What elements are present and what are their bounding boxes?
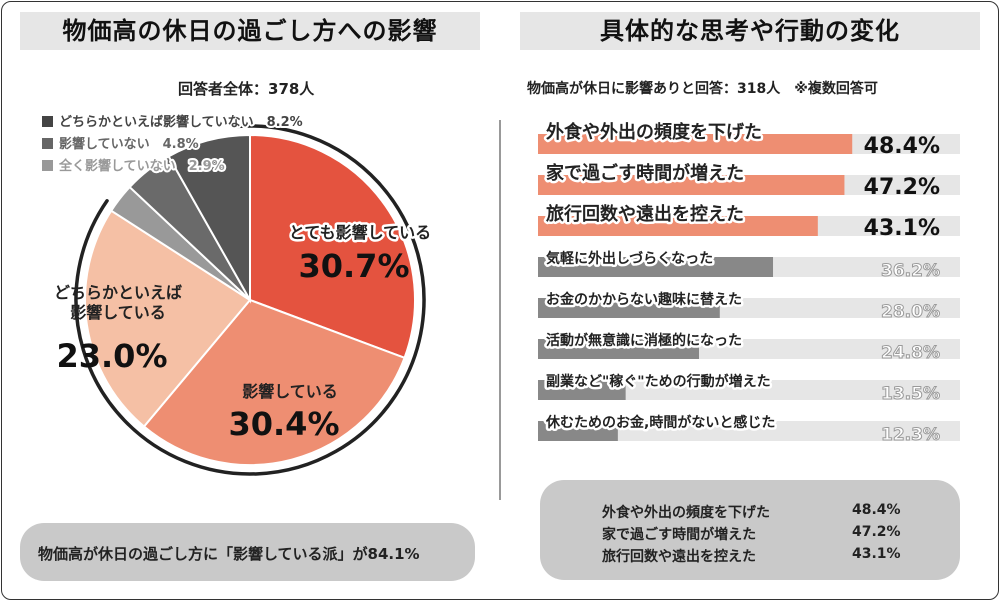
bar-label-halo: 休むためのお金,時間がないと感じた	[545, 414, 775, 431]
bar	[538, 216, 818, 236]
bar-value: 43.1%	[864, 216, 940, 241]
bar	[538, 134, 853, 154]
pie-slice-label: どちらかといえば	[54, 283, 182, 302]
bar	[538, 257, 774, 277]
legend-label-halo: どちらかといえば影響していない 8.2%	[59, 114, 303, 130]
pie-slice-label-halo: とても影響している	[289, 223, 431, 242]
bar-track	[538, 380, 960, 400]
bar	[538, 339, 700, 359]
left-summary-text: 物価高が休日の過ごし方に「影響している派」が84.1%	[38, 545, 420, 563]
bar-chart: 外食や外出の頻度を下げた外食や外出の頻度を下げた48.4%家で過ごす時間が増えた…	[538, 119, 960, 446]
right-panel-subtitle: 物価高が休日に影響ありと回答：318人 ※複数回答可	[527, 81, 878, 97]
bar-track	[538, 421, 960, 441]
pie-slice-label: 影響している	[242, 382, 338, 401]
bar-label-halo: 気軽に外出しづらくなった	[546, 250, 713, 267]
bar-label: 活動が無意識に消極的になった	[546, 332, 742, 349]
legend-swatch	[42, 160, 53, 171]
pie-slice-label: 影響している	[70, 303, 166, 322]
summary-row-label: 家で過ごす時間が増えた	[602, 527, 757, 543]
bar-value: 47.2%	[864, 175, 940, 200]
summary-row-value: 48.4%	[852, 502, 901, 518]
left-panel-subtitle: 回答者全体：378人	[178, 80, 315, 98]
bar-label-halo: 副業など"稼ぐ"ための行動が増えた	[546, 373, 771, 390]
bar-label: 外食や外出の頻度を下げた	[546, 121, 762, 143]
pie-slice	[142, 298, 406, 466]
bar-value: 24.8%	[881, 343, 940, 363]
pie-slice	[249, 133, 416, 360]
legend-swatch	[42, 138, 53, 149]
bar-value: 28.0%	[881, 302, 940, 322]
bar-label: 旅行回数や遠出を控えた	[546, 203, 744, 225]
bar-label-halo: 活動が無意識に消極的になった	[546, 332, 742, 349]
pie-slice-value: 23.0%	[56, 337, 167, 375]
bar-label-halo: お金のかからない趣味に替えた	[546, 291, 742, 308]
summary-row-label: 旅行回数や遠出を控えた	[602, 549, 756, 565]
bar-label-halo: 旅行回数や遠出を控えた	[546, 203, 744, 225]
panel-divider	[499, 120, 501, 500]
right-summary-box: 外食や外出の頻度を下げた 48.4% 家で過ごす時間が増えた 47.2% 旅行回…	[540, 480, 960, 580]
left-panel-title: 物価高の休日の過ごし方への影響	[20, 12, 480, 50]
summary-row: 外食や外出の頻度を下げた 48.4%	[602, 502, 901, 522]
legend-label: 影響していない 4.8%	[59, 136, 199, 152]
legend-label-halo: 影響していない 4.8%	[59, 136, 199, 152]
bar-label: お金のかからない趣味に替えた	[546, 291, 742, 308]
pie-slice	[84, 209, 252, 428]
pie-slice	[167, 133, 251, 304]
affected-outline-arc	[74, 124, 426, 476]
legend-swatch	[42, 116, 53, 127]
summary-row-value: 47.2%	[852, 524, 901, 540]
summary-row: 家で過ごす時間が増えた 47.2%	[602, 524, 901, 544]
bar-value: 13.5%	[881, 384, 940, 404]
bar	[538, 298, 720, 318]
bar	[538, 421, 618, 441]
bar-label: 家で過ごす時間が増えた	[546, 162, 744, 184]
bar	[538, 380, 626, 400]
left-summary-box: 物価高が休日の過ごし方に「影響している派」が84.1%	[20, 523, 475, 581]
pie-slice-label: とても影響している	[289, 223, 431, 242]
bar-value: 48.4%	[864, 134, 940, 159]
bar-label-halo: 家で過ごす時間が増えた	[546, 162, 744, 184]
bar-label: 休むためのお金,時間がないと感じた	[545, 414, 775, 431]
summary-row-value: 43.1%	[852, 546, 901, 562]
pie-slice-value: 30.7%	[298, 247, 409, 285]
bar-value: 36.2%	[881, 261, 940, 281]
pie-slice-value: 30.4%	[228, 405, 339, 443]
summary-row-label: 外食や外出の頻度を下げた	[602, 505, 770, 521]
bar-value: 12.3%	[881, 425, 940, 445]
summary-row: 旅行回数や遠出を控えた 43.1%	[602, 546, 901, 566]
bar-label-halo: 外食や外出の頻度を下げた	[546, 121, 762, 143]
bar	[538, 175, 845, 195]
bar-label: 副業など"稼ぐ"ための行動が増えた	[546, 373, 771, 390]
legend-label: 全く影響していない 2.9%	[58, 158, 225, 174]
right-panel-title: 具体的な思考や行動の変化	[520, 12, 980, 50]
bar-label: 気軽に外出しづらくなった	[546, 250, 713, 267]
legend-label-halo: 全く影響していない 2.9%	[58, 158, 225, 174]
legend-label: どちらかといえば影響していない 8.2%	[59, 114, 303, 130]
pie-chart: とても影響しているとても影響している30.7%影響している30.4%どちらかとい…	[42, 112, 434, 476]
